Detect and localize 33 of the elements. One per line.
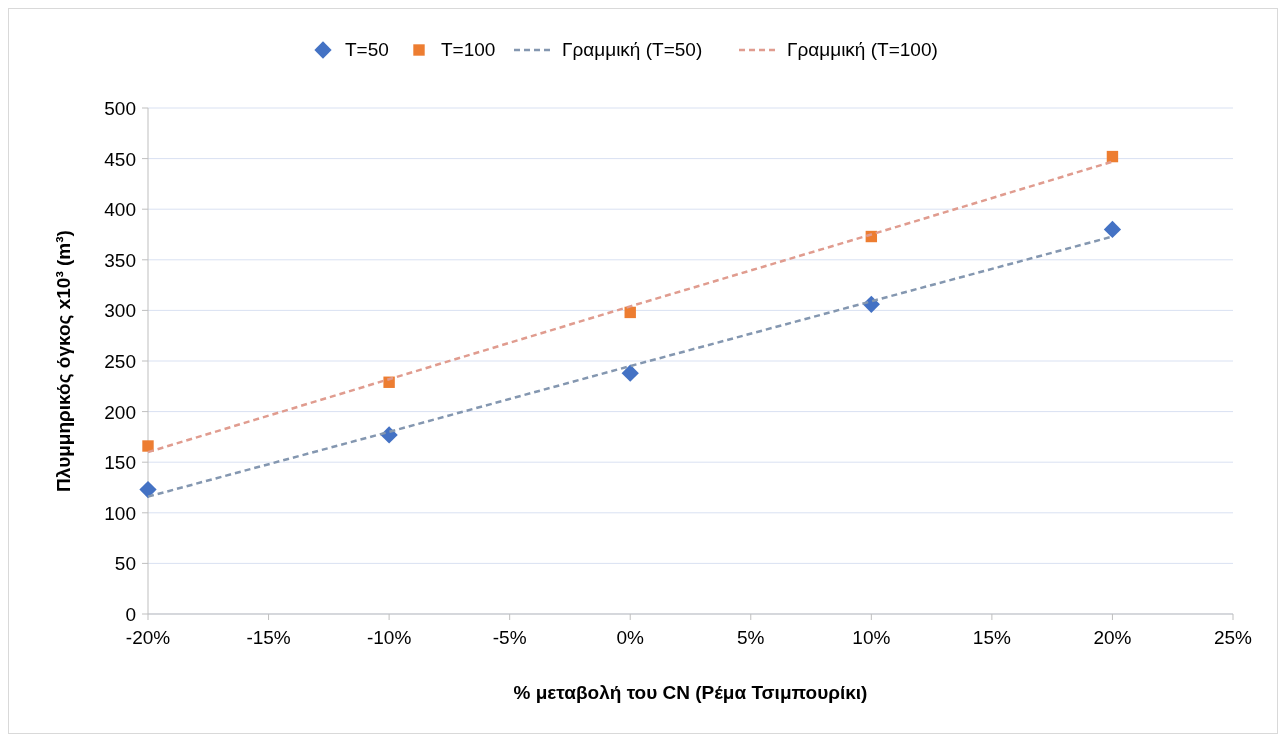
point (621, 364, 639, 382)
y-axis-title: Πλυμμηρικός όγκος x10³ (m³) (53, 230, 74, 492)
y-tick-label: 450 (104, 148, 136, 170)
x-tick-label: 20% (1093, 627, 1132, 648)
y-tick-label: 350 (104, 249, 136, 271)
x-tick-label: 5% (737, 627, 765, 648)
y-tick-label: 300 (104, 300, 136, 322)
y-tick-label: 100 (104, 502, 136, 524)
legend-label: Γραμμική (T=50) (562, 39, 703, 60)
legend-label: Γραμμική (T=100) (787, 39, 938, 60)
point (1103, 220, 1122, 239)
point (624, 306, 636, 319)
y-tick-label: 150 (104, 452, 136, 474)
y-tick-label: 200 (104, 401, 136, 423)
y-tick-label: 50 (114, 553, 136, 575)
x-tick-label: 15% (972, 627, 1012, 648)
x-tick-label: 10% (852, 627, 891, 648)
point (142, 440, 154, 452)
x-tick-label: -20% (125, 627, 171, 648)
x-tick-label: -5% (492, 627, 527, 648)
x-tick-label: -15% (246, 627, 291, 648)
x-tick-label: -10% (366, 627, 412, 648)
y-tick-label: 250 (104, 351, 136, 372)
y-tick-label: 400 (104, 199, 136, 221)
legend-label: T=100 (441, 39, 496, 60)
y-tick-label: 0 (125, 604, 136, 625)
y-tick-label: 500 (104, 98, 136, 119)
x-axis-title: % μεταβολή του CN (Ρέμα Τσιμπουρίκι) (513, 682, 868, 703)
point (139, 480, 157, 499)
point (1106, 150, 1119, 163)
x-tick-label: 0% (616, 627, 645, 648)
legend-label: T=50 (345, 39, 389, 60)
x-tick-label: 25% (1213, 627, 1253, 648)
